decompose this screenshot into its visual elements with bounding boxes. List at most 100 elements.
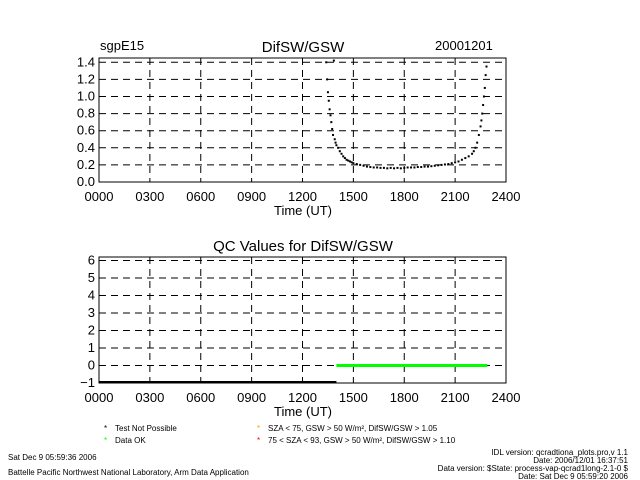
data-point xyxy=(474,146,477,149)
x-tick-label: 0000 xyxy=(85,390,114,405)
data-point xyxy=(359,163,362,166)
chart1-x-axis-label: Time (UT) xyxy=(274,203,332,218)
x-tick-label: 1800 xyxy=(390,390,419,405)
data-point xyxy=(325,61,328,64)
data-point xyxy=(440,163,443,166)
data-point xyxy=(476,141,479,144)
data-point xyxy=(372,166,375,169)
data-point xyxy=(471,152,474,155)
data-point xyxy=(472,150,475,153)
data-point xyxy=(332,133,335,136)
data-point xyxy=(350,161,353,164)
data-point xyxy=(457,160,460,163)
data-point xyxy=(396,166,399,169)
data-point xyxy=(376,166,379,169)
footer-lab: Battelle Pacific Northwest National Labo… xyxy=(8,468,249,477)
y-tick-label: 0.4 xyxy=(77,140,95,155)
x-tick-label: 2100 xyxy=(441,189,470,204)
data-point xyxy=(433,164,436,167)
data-point xyxy=(352,162,355,165)
x-tick-label: 2100 xyxy=(441,390,470,405)
data-point xyxy=(454,161,457,164)
data-point xyxy=(335,144,338,147)
legend-label-1: Data OK xyxy=(115,436,146,445)
x-tick-label: 0900 xyxy=(237,189,266,204)
y-tick-label: 1.2 xyxy=(77,71,95,86)
data-point xyxy=(479,125,482,128)
data-point xyxy=(477,133,480,136)
data-point xyxy=(331,127,334,130)
data-point xyxy=(329,114,332,117)
y-tick-label: 0.2 xyxy=(77,157,95,172)
footer-data-version: Data version: $State: process-vap-qcrad1… xyxy=(438,464,629,473)
data-point xyxy=(460,158,463,161)
chart2-title: QC Values for DifSW/GSW xyxy=(213,238,394,255)
data-point xyxy=(365,165,368,168)
footer-idl-version: IDL version: qcradtiona_plots.pro,v 1.1 xyxy=(491,448,628,457)
data-point xyxy=(333,138,336,141)
footer: Sat Dec 9 05:59:36 2006 Battelle Pacific… xyxy=(8,448,629,480)
data-point xyxy=(480,119,483,122)
data-point xyxy=(416,166,419,169)
data-point xyxy=(450,162,453,165)
legend-marker-0: * xyxy=(104,424,107,433)
data-point xyxy=(338,150,341,153)
x-tick-label: 1500 xyxy=(339,390,368,405)
x-tick-label: 2400 xyxy=(492,390,521,405)
x-tick-label: 1800 xyxy=(390,189,419,204)
data-point xyxy=(423,165,426,168)
chart1-points xyxy=(325,59,488,170)
y-tick-label: 2 xyxy=(88,323,95,338)
legend-marker-1: * xyxy=(104,436,107,445)
footer-idl-date: Date: 2006/12/01 16:37:51 xyxy=(533,456,628,465)
footer-run-date: Sat Dec 9 05:59:36 2006 xyxy=(8,453,97,462)
data-point xyxy=(447,163,450,166)
data-point xyxy=(337,146,340,149)
y-tick-label: 1 xyxy=(88,340,95,355)
y-tick-label: 1.0 xyxy=(77,88,95,103)
data-point xyxy=(406,166,409,169)
chart2-points xyxy=(99,364,488,383)
data-point xyxy=(348,160,351,163)
x-tick-label: 0300 xyxy=(135,189,164,204)
data-point xyxy=(334,141,337,144)
data-point xyxy=(389,166,392,169)
chart1-frame xyxy=(98,57,507,183)
chart2-x-ticks: 0000 0300 0600 0900 1200 1500 1800 2100 2400 xyxy=(85,390,521,405)
y-tick-label: 4 xyxy=(88,288,95,303)
legend-label-2: SZA < 75, GSW > 50 W/m², DifSW/GSW > 1.0… xyxy=(268,424,438,433)
chart2-y-ticks: −1 0 1 2 3 4 5 6 xyxy=(80,253,95,391)
x-tick-label: 2400 xyxy=(492,189,521,204)
data-point xyxy=(362,164,365,167)
legend-marker-2: * xyxy=(257,424,260,433)
chart2-x-axis-label: Time (UT) xyxy=(274,404,332,419)
y-tick-label: −1 xyxy=(80,375,95,390)
y-tick-label: 1.4 xyxy=(77,54,95,69)
legend: * Test Not Possible * Data OK * SZA < 75… xyxy=(104,424,456,445)
date-label: 20001201 xyxy=(435,38,493,53)
data-point xyxy=(483,86,486,89)
data-point xyxy=(484,74,487,77)
qc-values-chart: QC Values for DifSW/GSW −1 0 1 2 3 4 5 6 0000 03… xyxy=(80,238,520,419)
x-tick-label: 1500 xyxy=(339,189,368,204)
data-point xyxy=(403,166,406,169)
x-tick-label: 0900 xyxy=(237,390,266,405)
data-point xyxy=(485,65,488,68)
data-point xyxy=(343,157,346,160)
data-point xyxy=(347,159,350,162)
data-point xyxy=(420,166,423,169)
y-tick-label: 0.0 xyxy=(77,174,95,189)
data-point xyxy=(355,163,358,166)
data-point xyxy=(410,166,413,169)
legend-label-0: Test Not Possible xyxy=(115,424,177,433)
y-tick-label: 5 xyxy=(88,270,95,285)
x-tick-label: 0600 xyxy=(186,189,215,204)
data-point xyxy=(345,158,348,161)
data-point xyxy=(340,152,343,155)
data-point xyxy=(386,167,389,170)
data-point xyxy=(443,163,446,166)
site-label: sgpE15 xyxy=(100,38,144,53)
data-point xyxy=(467,155,470,158)
data-point xyxy=(437,164,440,167)
